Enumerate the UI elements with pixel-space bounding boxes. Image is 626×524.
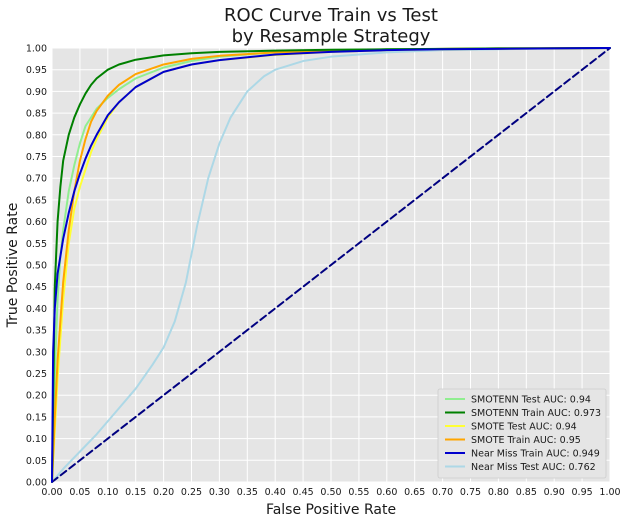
legend-entry: SMOTE Test AUC: 0.94 <box>471 422 577 433</box>
y-tick-label: 1.00 <box>26 44 47 55</box>
series-lines <box>51 47 611 483</box>
y-tick-label: 0.85 <box>26 109 47 120</box>
x-tick-label: 0.95 <box>572 487 593 498</box>
legend: SMOTENN Test AUC: 0.94 SMOTENN Train AUC:… <box>437 388 607 479</box>
y-tick-label: 0.40 <box>26 304 47 315</box>
y-tick-label: 0.00 <box>26 478 47 489</box>
chart-title-line-2: by Resample Strategy <box>232 26 431 47</box>
y-tick-label: 0.45 <box>26 282 47 293</box>
roc-series-line <box>51 47 611 483</box>
y-tick-label: 0.50 <box>26 261 47 272</box>
chance-diagonal-line <box>51 47 611 483</box>
y-tick-label: 0.25 <box>26 369 47 380</box>
x-tick-label: 0.50 <box>320 487 341 498</box>
y-tick-label: 0.10 <box>26 434 47 445</box>
x-tick-label: 0.60 <box>376 487 397 498</box>
y-tick-label: 0.30 <box>26 347 47 358</box>
x-tick-label: 0.35 <box>237 487 258 498</box>
x-tick-label: 0.45 <box>293 487 314 498</box>
tick-labels: 0.00 0.05 0.10 0.15 0.20 0.25 0.30 0.35 0.40 0.45… <box>26 44 621 499</box>
legend-entry: SMOTENN Train AUC: 0.973 <box>471 408 601 419</box>
x-tick-label: 0.70 <box>432 487 453 498</box>
x-tick-label: 0.25 <box>181 487 202 498</box>
x-tick-label: 0.05 <box>69 487 90 498</box>
chart-title-line-1: ROC Curve Train vs Test <box>224 5 438 26</box>
legend-entry: Near Miss Test AUC: 0.762 <box>471 462 596 473</box>
x-tick-label: 0.55 <box>348 487 369 498</box>
x-tick-label: 0.10 <box>97 487 118 498</box>
legend-entry: SMOTE Train AUC: 0.95 <box>471 435 581 446</box>
x-tick-label: 0.75 <box>460 487 481 498</box>
x-tick-label: 0.20 <box>153 487 174 498</box>
x-axis-label: False Positive Rate <box>266 502 396 518</box>
y-tick-label: 0.65 <box>26 195 47 206</box>
y-axis-label: True Positive Rate <box>5 203 21 329</box>
y-tick-label: 0.60 <box>26 217 47 228</box>
y-tick-label: 0.55 <box>26 239 47 250</box>
x-tick-label: 0.80 <box>488 487 509 498</box>
y-tick-label: 0.90 <box>26 87 47 98</box>
y-tick-label: 0.15 <box>26 412 47 423</box>
legend-entry: SMOTENN Test AUC: 0.94 <box>471 395 591 406</box>
y-tick-label: 0.75 <box>26 152 47 163</box>
x-tick-label: 0.90 <box>544 487 565 498</box>
x-tick-label: 0.15 <box>125 487 146 498</box>
y-tick-label: 0.80 <box>26 130 47 141</box>
y-tick-label: 0.35 <box>26 326 47 337</box>
x-tick-label: 0.30 <box>209 487 230 498</box>
x-tick-label: 0.65 <box>404 487 425 498</box>
x-tick-label: 0.00 <box>41 487 62 498</box>
x-tick-label: 0.85 <box>516 487 537 498</box>
y-tick-label: 0.95 <box>26 65 47 76</box>
y-tick-label: 0.20 <box>26 391 47 402</box>
x-tick-label: 1.00 <box>599 487 620 498</box>
x-tick-label: 0.40 <box>265 487 286 498</box>
legend-frame <box>437 388 607 479</box>
legend-entry: Near Miss Train AUC: 0.949 <box>471 449 600 460</box>
y-tick-label: 0.05 <box>26 456 47 467</box>
y-tick-label: 0.70 <box>26 174 47 185</box>
roc-series-line <box>51 47 611 483</box>
